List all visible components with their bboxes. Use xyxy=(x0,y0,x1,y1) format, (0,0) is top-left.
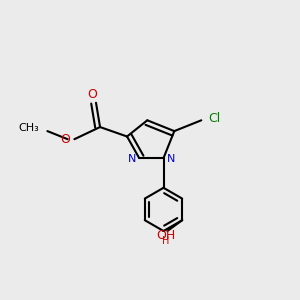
Text: H: H xyxy=(162,236,170,246)
Text: OH: OH xyxy=(156,229,176,242)
Text: CH₃: CH₃ xyxy=(19,123,39,134)
Text: N: N xyxy=(167,154,175,164)
Text: Cl: Cl xyxy=(208,112,220,125)
Text: O: O xyxy=(61,133,70,146)
Text: N: N xyxy=(128,154,136,164)
Text: O: O xyxy=(87,88,97,101)
